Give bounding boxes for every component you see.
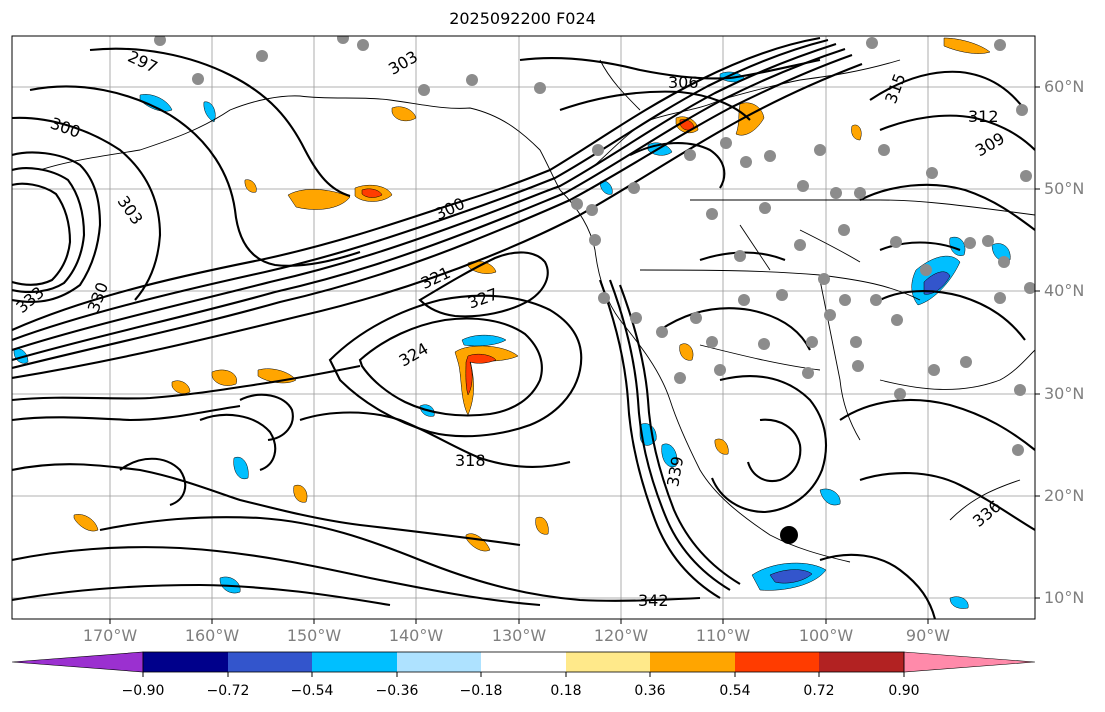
contour-label: 342 [638,591,669,610]
colorbar [11,651,1036,677]
lon-label-90w: 90°W [905,626,951,645]
colorbar-tick-label: −0.72 [206,683,250,699]
height-contours [12,36,1035,619]
colorbar-tick-label: 0.36 [634,683,666,699]
colorbar-tick-label: −0.36 [375,683,419,699]
station-markers [154,36,1035,456]
lon-label-160w: 160°W [184,626,240,645]
colorbar-segment [819,652,904,672]
lat-ticks [1035,86,1040,599]
lat-label-20n: 20°N [1044,486,1085,505]
colorbar-extend-high [903,651,1036,673]
lat-label-50n: 50°N [1044,179,1085,198]
contour-label: 318 [455,451,486,470]
colorbar-tick-label: 0.54 [719,683,751,699]
lat-label-30n: 30°N [1044,384,1085,403]
lon-label-130w: 130°W [491,626,547,645]
colorbar-tick-label: −0.90 [121,683,165,699]
coastlines-and-borders [39,59,1035,563]
map-background [12,36,1035,619]
lat-label-10n: 10°N [1044,588,1085,607]
colorbar-tick-label: −0.18 [459,683,503,699]
colorbar-segment [228,652,312,672]
lon-label-150w: 150°W [286,626,342,645]
colorbar-segment [566,652,650,672]
colorbar-segment [735,652,819,672]
colorbar-segment [312,652,397,672]
colorbar-segment [143,652,228,672]
lon-label-170w: 170°W [82,626,138,645]
colorbar-extend-low [11,651,144,673]
colorbar-tick-label: 0.18 [550,683,582,699]
colorbar-tick-label: 0.72 [803,683,835,699]
map-frame [11,35,1036,620]
colorbar-tick-label: −0.54 [290,683,334,699]
lon-label-140w: 140°W [388,626,444,645]
lat-label-40n: 40°N [1044,281,1085,300]
contour-label: 312 [968,107,999,126]
colorbar-tick-label: 0.90 [888,683,920,699]
lon-label-110w: 110°W [695,626,751,645]
lon-label-100w: 100°W [798,626,854,645]
lon-label-120w: 120°W [593,626,649,645]
contour-label: 306 [668,73,699,92]
colorbar-segment [397,652,481,672]
lon-ticks [109,619,929,624]
colorbar-segment [650,652,735,672]
storm-center-marker [780,526,798,544]
lat-label-60n: 60°N [1044,77,1085,96]
colorbar-segment [481,652,566,672]
map-title: 2025092200 F024 [449,9,596,28]
